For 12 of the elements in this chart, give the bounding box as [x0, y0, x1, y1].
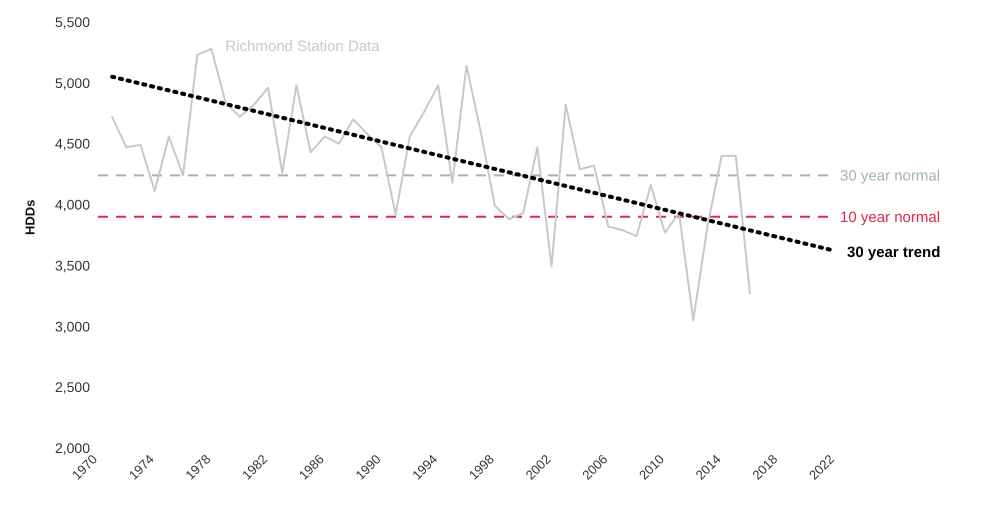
- y-tick-label: 4,500: [54, 136, 90, 152]
- ref-line-label: 30 year normal: [840, 168, 940, 185]
- y-tick-label: 2,500: [54, 379, 90, 396]
- y-tick-label: 3,500: [54, 257, 90, 274]
- y-tick-label: 4,000: [54, 196, 90, 213]
- y-tick-label: 5,000: [54, 74, 90, 91]
- series-label: 30 year trend: [847, 244, 940, 261]
- y-tick-label: 3,000: [54, 318, 90, 334]
- y-tick-label: 2,000: [54, 440, 90, 456]
- y-tick-label: 5,500: [54, 14, 90, 30]
- y-axis-title: HDDs: [22, 200, 38, 235]
- ref-line-label: 10 year normal: [840, 209, 940, 226]
